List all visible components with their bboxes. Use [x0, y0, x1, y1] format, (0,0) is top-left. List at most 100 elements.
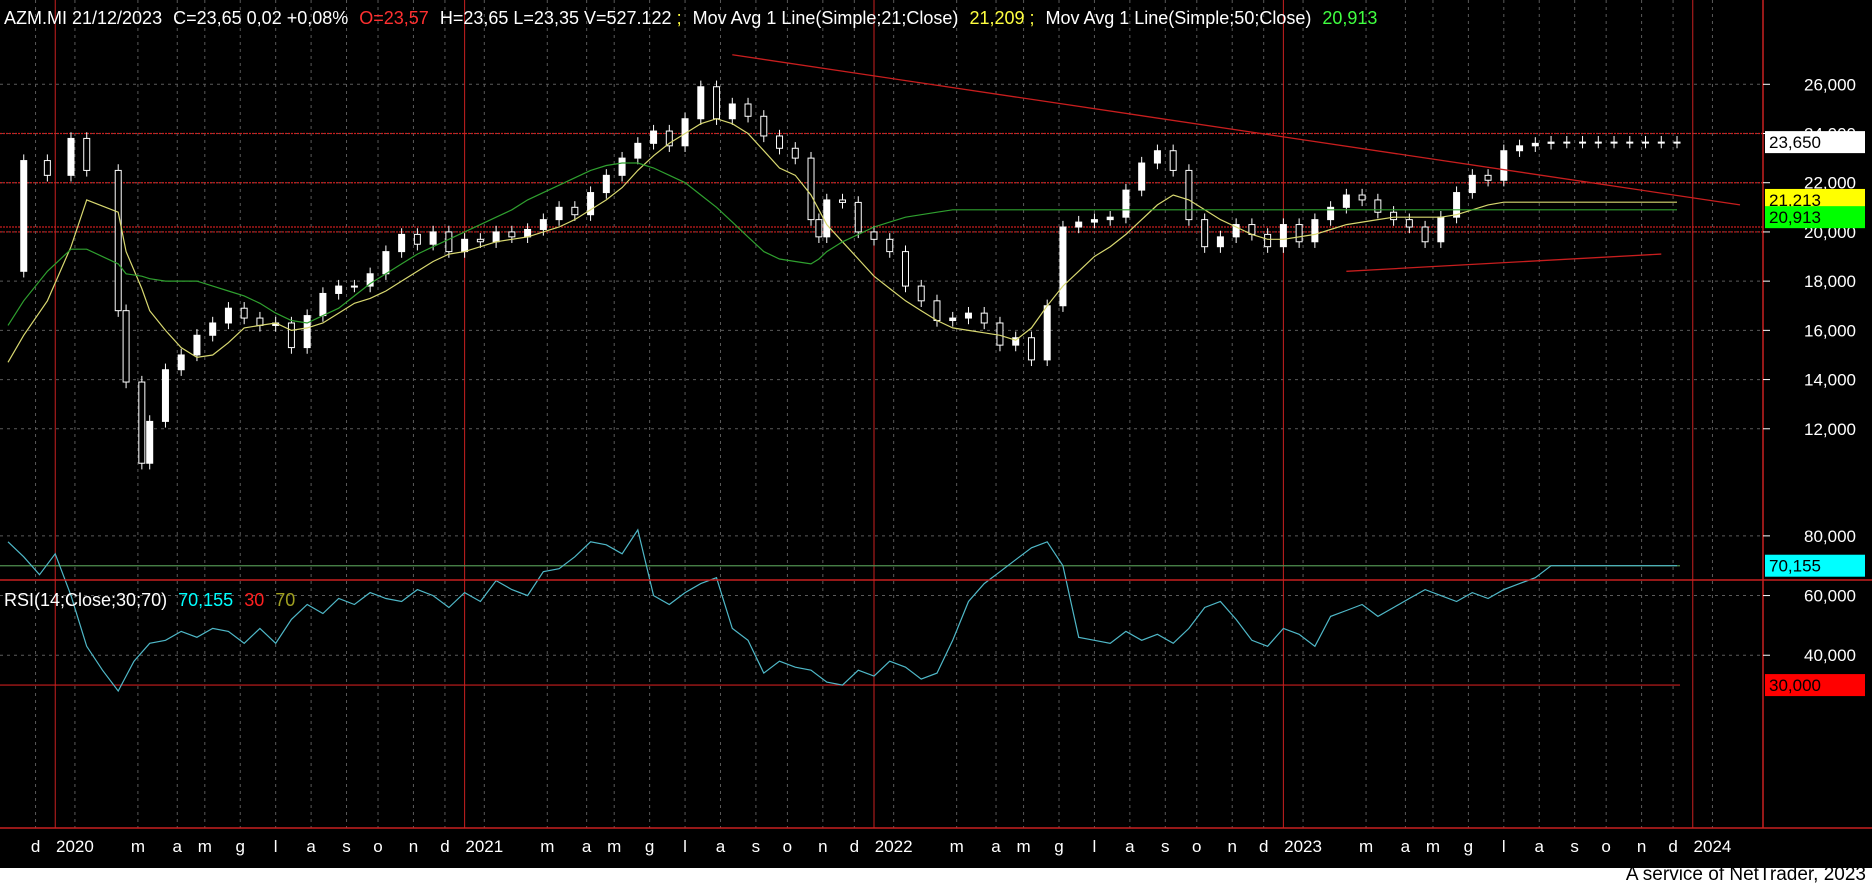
- candle-body: [1090, 219, 1098, 223]
- candle-body: [445, 231, 453, 253]
- header-ma21-value: 21,209: [969, 8, 1024, 28]
- candle-body: [177, 354, 185, 371]
- price-tick-label: 12,000: [1804, 420, 1856, 439]
- candle-body: [650, 130, 658, 144]
- candle-body: [571, 206, 579, 216]
- header-ma50-value: 20,913: [1322, 8, 1377, 28]
- candle-body: [1657, 141, 1665, 144]
- rsi-value-box: [1765, 554, 1865, 577]
- trendline: [732, 54, 1741, 206]
- candle-body: [933, 300, 941, 322]
- candle-body: [539, 219, 547, 230]
- candle-body: [839, 199, 847, 203]
- candle-body: [823, 199, 831, 238]
- candle-body: [1295, 224, 1303, 243]
- candle-body: [760, 115, 768, 137]
- ma50-value-box: [1765, 206, 1865, 229]
- candle-body: [429, 231, 437, 245]
- date-tick-label: l: [274, 837, 278, 856]
- date-tick-label: o: [373, 837, 382, 856]
- candle-body: [1563, 141, 1571, 144]
- date-tick-label: m: [198, 837, 212, 856]
- rsi-lower-label: 30,000: [1769, 676, 1821, 695]
- candle-body: [901, 251, 909, 287]
- header-hlv: H=23,65 L=23,35 V=527.122: [440, 8, 672, 28]
- candle-body: [1468, 174, 1476, 194]
- candle-body: [1642, 141, 1650, 144]
- candle-body: [335, 285, 343, 294]
- candle-body: [1279, 224, 1287, 248]
- candle-body: [256, 317, 264, 326]
- candle-body: [287, 322, 295, 349]
- candle-body: [996, 322, 1004, 346]
- price-tick-label: 18,000: [1804, 272, 1856, 291]
- chart-header: AZM.MI 21/12/2023 C=23,65 0,02 +0,08% O=…: [4, 8, 1377, 28]
- candle-body: [1327, 206, 1335, 221]
- candle-body: [350, 285, 358, 288]
- candle-body: [1012, 337, 1020, 346]
- candle-body: [587, 192, 595, 216]
- candle-body: [161, 369, 169, 422]
- date-tick-label: 2022: [875, 837, 913, 856]
- trendline: [1346, 253, 1662, 272]
- date-tick-label: l: [683, 837, 687, 856]
- candle-body: [1059, 226, 1067, 307]
- candle-body: [413, 233, 421, 245]
- date-tick-label: o: [1192, 837, 1201, 856]
- candle-body: [634, 142, 642, 159]
- candle-body: [122, 310, 130, 383]
- ma21-value-box: [1765, 188, 1865, 211]
- date-tick-label: a: [306, 837, 316, 856]
- candle-body: [886, 238, 894, 253]
- date-tick-label: n: [1637, 837, 1646, 856]
- candle-body: [193, 334, 201, 356]
- candle-body: [1390, 211, 1398, 221]
- header-close: C=23,65 0,02 +0,08%: [173, 8, 348, 28]
- candle-body: [1516, 145, 1524, 152]
- date-tick-label: d: [1668, 837, 1677, 856]
- date-tick-label: m: [1016, 837, 1030, 856]
- ma21-value-label: 21,213: [1769, 191, 1821, 210]
- date-tick-label: l: [1093, 837, 1097, 856]
- candle-body: [1027, 337, 1035, 361]
- rsi-tick-label: 80,000: [1804, 527, 1856, 546]
- date-tick-label: m: [1359, 837, 1373, 856]
- rsi-low-label: 30: [244, 590, 264, 610]
- candle-body: [697, 86, 705, 120]
- candle-body: [319, 292, 327, 317]
- date-tick-label: g: [236, 837, 245, 856]
- candle-body: [366, 273, 374, 287]
- candle-body: [398, 233, 406, 253]
- candle-body: [1122, 189, 1130, 218]
- rsi-value-label: 70,155: [1769, 557, 1821, 576]
- candle-body: [1169, 150, 1177, 171]
- candle-body: [1264, 233, 1272, 248]
- candle-body: [492, 231, 500, 243]
- rsi-axis-ticks: 80,000 60,000 40,000: [1763, 527, 1856, 665]
- candle-body: [382, 251, 390, 275]
- candle-body: [240, 307, 248, 319]
- candle-body: [138, 381, 146, 464]
- candle-body: [114, 169, 122, 312]
- trendlines: [732, 54, 1741, 272]
- header-open: O=23,57: [359, 8, 429, 28]
- candle-body: [665, 130, 673, 147]
- grid-lines: [0, 0, 1763, 828]
- candle-body: [476, 238, 484, 243]
- candle-body: [1610, 141, 1618, 144]
- rsi-header: RSI(14;Close;30;70) 70,155 30 70: [4, 590, 295, 610]
- candle-body: [508, 231, 516, 238]
- candle-body: [1531, 142, 1539, 147]
- candle-body: [744, 103, 752, 117]
- candle-body: [1547, 141, 1555, 144]
- candle-body: [854, 201, 862, 233]
- date-tick-label: m: [540, 837, 554, 856]
- date-tick-label: m: [950, 837, 964, 856]
- candle-body: [1500, 150, 1508, 181]
- date-tick-label: 2024: [1694, 837, 1732, 856]
- date-tick-label: g: [645, 837, 654, 856]
- date-tick-label: l: [1502, 837, 1506, 856]
- last-price-box: [1765, 131, 1865, 154]
- candle-body: [776, 135, 784, 149]
